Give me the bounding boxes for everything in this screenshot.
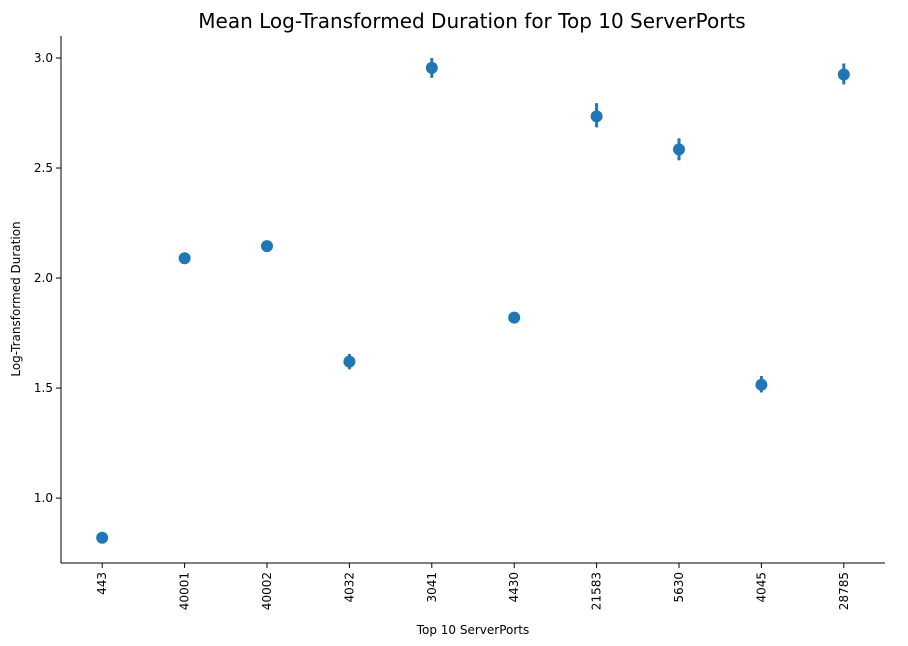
chart-title: Mean Log-Transformed Duration for Top 10… [198,9,745,33]
data-point [261,240,273,253]
x-tick-label: 4430 [507,572,521,603]
x-tick-label: 3041 [425,572,439,603]
y-tick-label: 2.5 [34,161,53,175]
x-tick-label: 40002 [260,572,274,610]
x-tick-label: 28785 [837,572,851,610]
x-tick-label: 40001 [178,572,192,610]
data-point [673,143,685,156]
y-axis-label: Log-Transformed Duration [9,221,23,376]
data-point [837,68,850,81]
data-point [508,311,521,324]
data-point [425,61,438,74]
y-tick-label: 1.0 [34,491,53,505]
y-tick-label: 3.0 [34,51,53,65]
x-tick-label: 443 [95,572,109,595]
data-point [343,355,356,368]
x-tick-label: 5630 [672,572,686,603]
y-axis-ticks: 1.0 1.5 2.0 2.5 3.0 [34,51,61,505]
data-point [178,252,191,265]
x-axis-label: Top 10 ServerPorts [416,623,530,637]
y-tick-label: 1.5 [34,381,53,395]
data-points [96,58,850,544]
x-tick-label: 4032 [342,572,356,603]
data-point [96,531,109,544]
x-tick-label: 21583 [590,572,604,610]
y-tick-label: 2.0 [34,271,53,285]
x-tick-label: 4045 [754,572,768,603]
x-axis-ticks: 443 40001 40002 4032 3041 4430 21583 5630 4045 28… [95,563,851,610]
data-point [590,110,603,123]
data-point [755,378,768,391]
